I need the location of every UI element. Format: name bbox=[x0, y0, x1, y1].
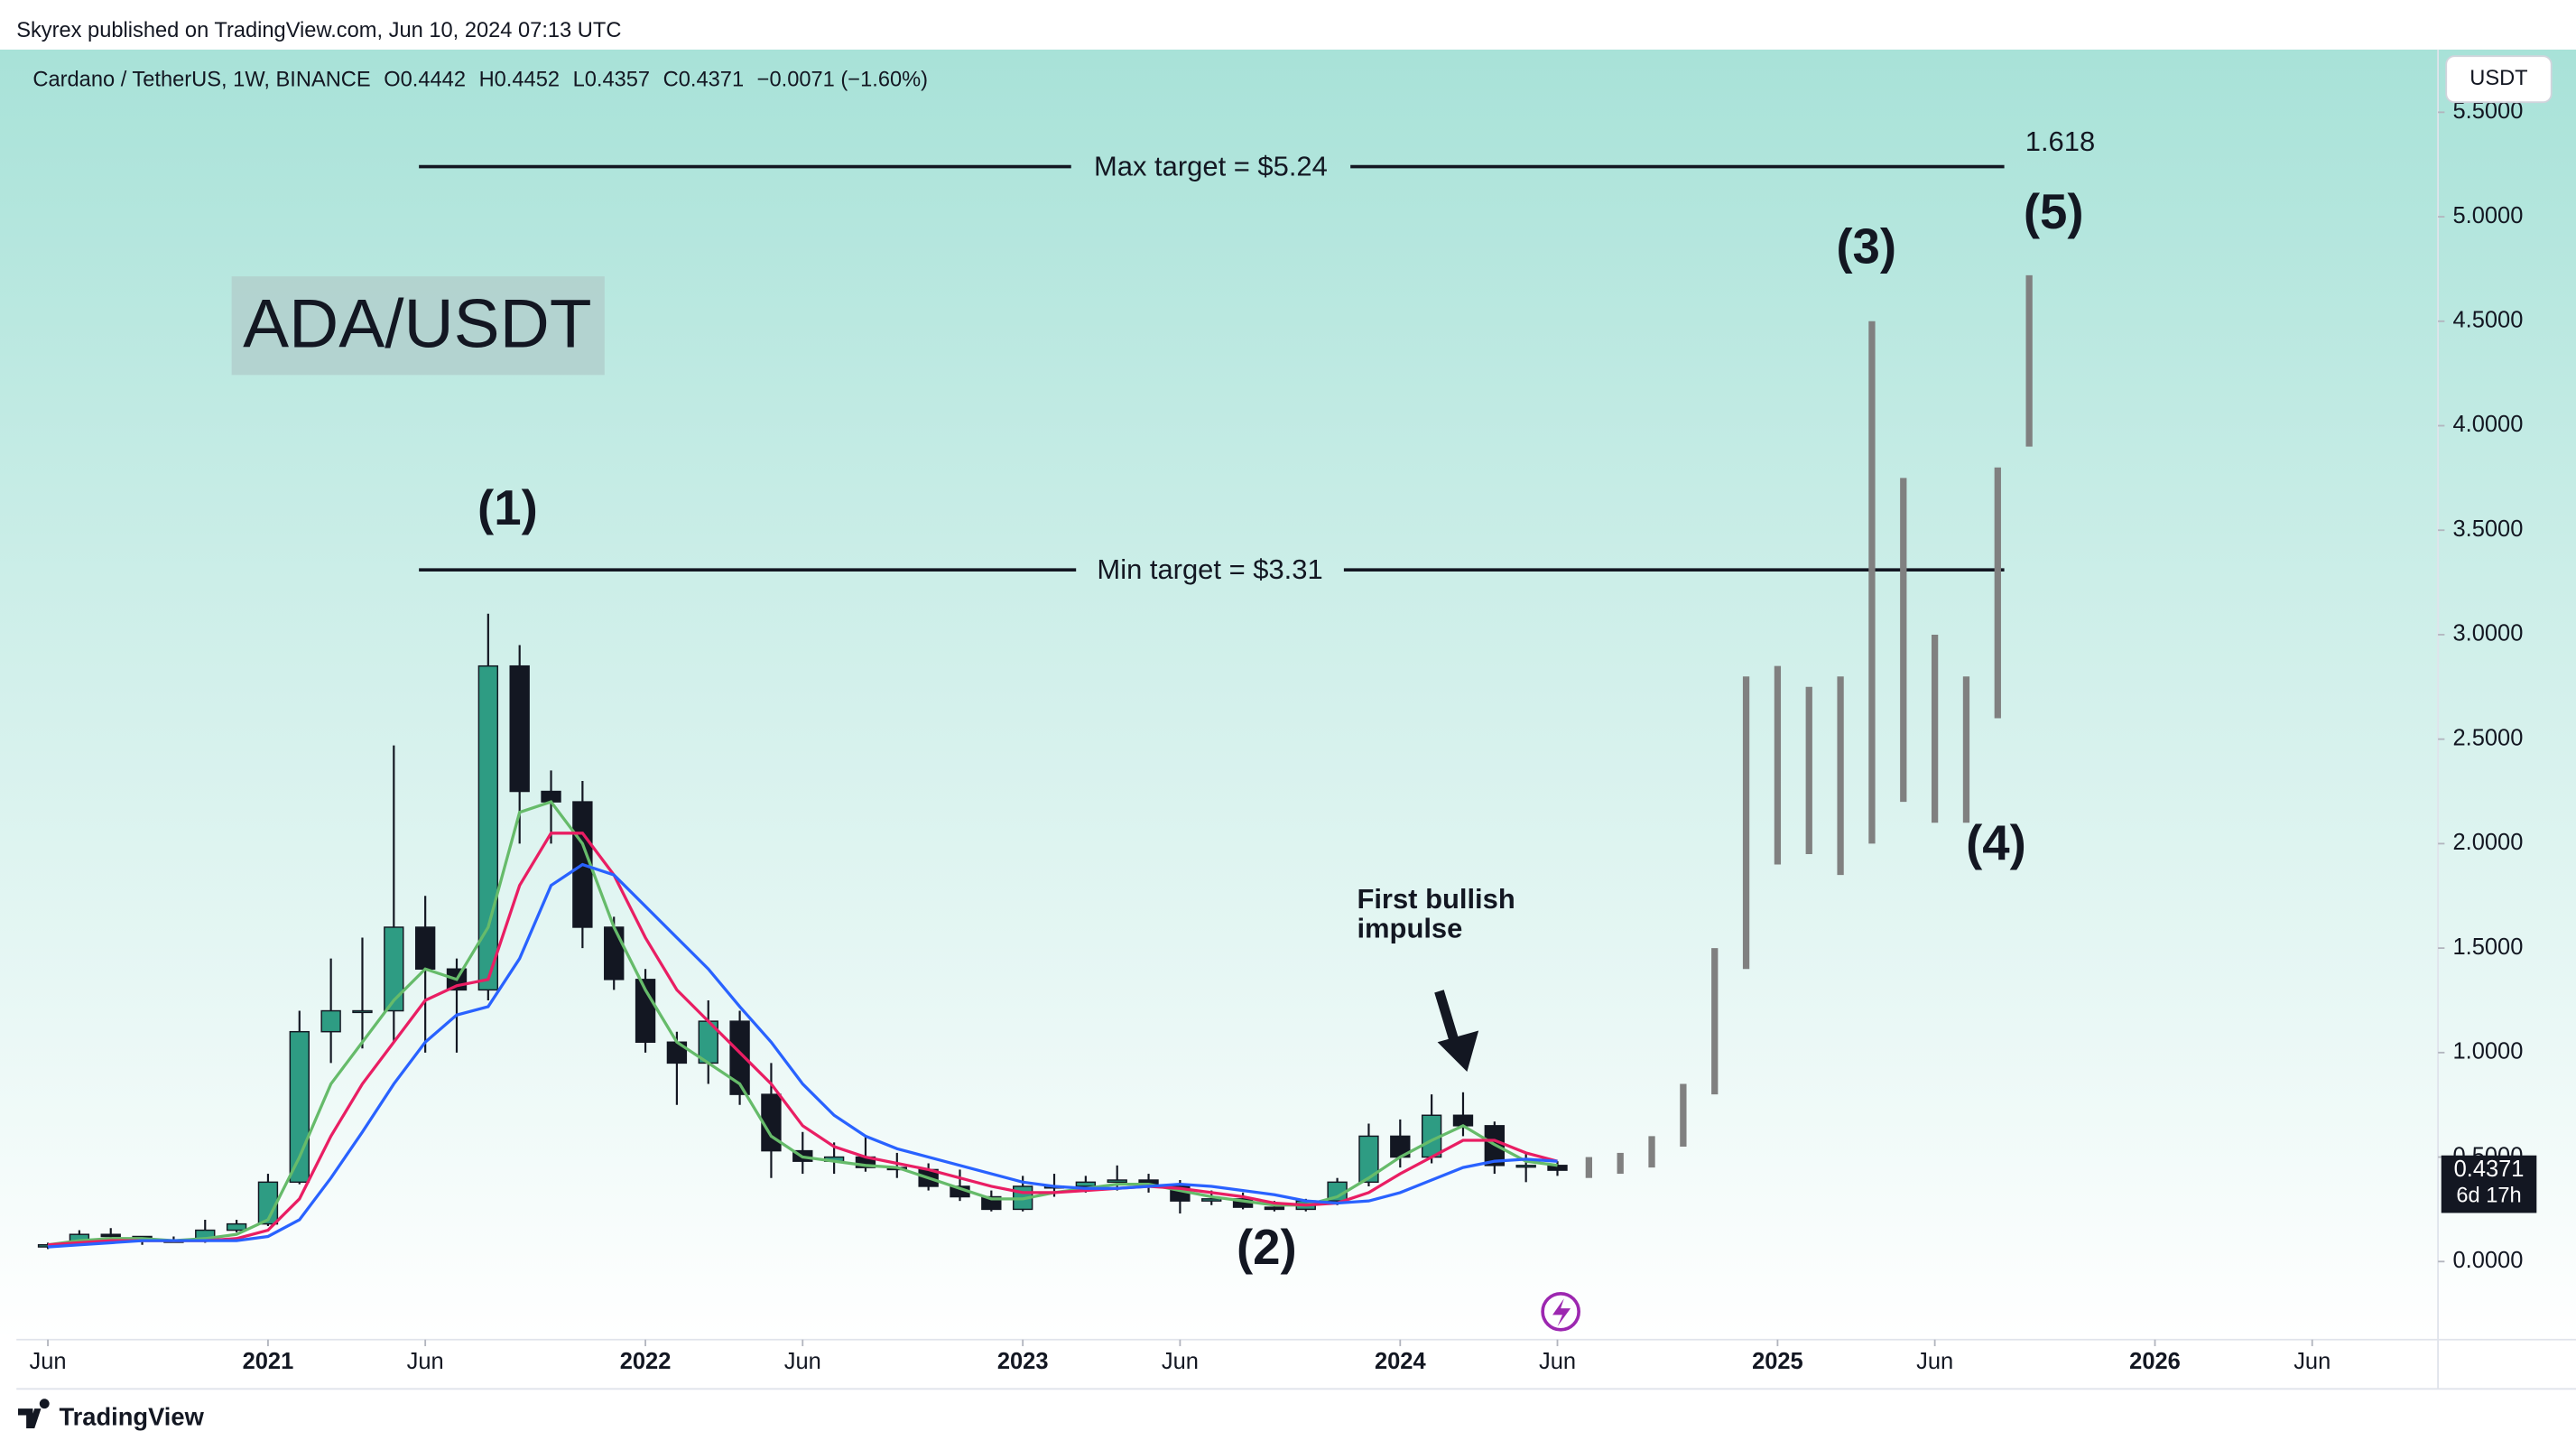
x-tick-label: 2022 bbox=[620, 1349, 672, 1374]
price-label-box bbox=[2441, 1155, 2537, 1213]
events-icon[interactable] bbox=[1541, 1291, 1580, 1332]
candle-body bbox=[320, 1009, 341, 1033]
candle-body bbox=[477, 665, 499, 991]
wave-labels: (1) (2) (3) (4) (5) bbox=[477, 184, 2083, 1275]
publish-header: Skyrex published on TradingView.com, Jun… bbox=[16, 19, 621, 42]
target-label: Max target = $5.24 bbox=[1094, 151, 1328, 182]
x-tick-label: 2021 bbox=[243, 1349, 294, 1374]
y-tick-label: 3.5000 bbox=[2452, 516, 2523, 542]
x-tick-label: 2025 bbox=[1752, 1349, 1803, 1374]
candle-body bbox=[509, 665, 530, 793]
x-tick-label: Jun bbox=[2293, 1349, 2330, 1374]
arrow-head bbox=[1437, 1030, 1479, 1073]
arrow bbox=[1434, 990, 1460, 1047]
moving-average bbox=[47, 862, 1558, 1249]
ohlc: C0.4371 bbox=[663, 69, 744, 92]
ohlc: H0.4452 bbox=[479, 69, 560, 92]
events-icon-bolt bbox=[1552, 1298, 1571, 1327]
candle-body bbox=[1107, 1179, 1127, 1184]
plot: 0.00000.50001.00001.50002.00002.50003.00… bbox=[30, 98, 2537, 1374]
footer-brand: TradingView bbox=[60, 1402, 205, 1430]
candle-body bbox=[1358, 1135, 1379, 1184]
x-tick-label: Jun bbox=[1916, 1349, 1953, 1374]
wave-label: (5) bbox=[2024, 184, 2084, 239]
y-tick-label: 1.0000 bbox=[2452, 1039, 2523, 1064]
y-tick-label: 4.5000 bbox=[2452, 308, 2523, 333]
candle-body bbox=[729, 1020, 750, 1095]
footer-logo bbox=[18, 1399, 50, 1429]
currency[interactable]: USDT bbox=[2469, 67, 2527, 90]
currency-button[interactable] bbox=[2445, 55, 2553, 104]
y-tick-label: 3.0000 bbox=[2452, 621, 2523, 646]
candle-body bbox=[1075, 1181, 1097, 1187]
candle-body bbox=[414, 926, 436, 970]
target-label: Min target = $3.31 bbox=[1097, 553, 1322, 585]
candle-body bbox=[1201, 1198, 1222, 1202]
x-tick-label: Jun bbox=[1539, 1349, 1576, 1374]
x-tick-label: Jun bbox=[1162, 1349, 1199, 1374]
x-tick-label: Jun bbox=[407, 1349, 444, 1374]
symbol: Cardano / TetherUS, 1W, BINANCE bbox=[32, 69, 370, 92]
x-tick-label: 2026 bbox=[2129, 1349, 2181, 1374]
candle-body bbox=[100, 1233, 121, 1238]
symbol-legend: Cardano / TetherUS, 1W, BINANCE O0.4442 H0… bbox=[32, 69, 928, 92]
fib-label: 1.618 bbox=[2025, 125, 2095, 157]
candle-body bbox=[541, 790, 561, 803]
y-tick-label: 2.0000 bbox=[2452, 830, 2523, 855]
y-tick-label: 2.5000 bbox=[2452, 725, 2523, 750]
wave-label: (4) bbox=[1966, 815, 2026, 870]
x-tick-label: 2023 bbox=[997, 1349, 1049, 1374]
y-tick-label: 5.0000 bbox=[2452, 203, 2523, 228]
candle-body bbox=[604, 926, 625, 981]
y-tick-label: 0.0000 bbox=[2452, 1248, 2523, 1273]
plot-background bbox=[0, 49, 2576, 1340]
annotation: First bullish bbox=[1357, 883, 1515, 915]
ohlc: O0.4442 bbox=[384, 69, 466, 92]
wave-label: (2) bbox=[1237, 1220, 1297, 1275]
candle-body bbox=[1547, 1165, 1568, 1171]
candle-body bbox=[1264, 1206, 1285, 1211]
x-tick-label: Jun bbox=[30, 1349, 67, 1374]
ohlc: −0.0071 (−1.60%) bbox=[757, 69, 928, 92]
title: ADA/USDT bbox=[243, 286, 591, 363]
candle-body bbox=[1515, 1165, 1536, 1168]
candle-body bbox=[384, 926, 404, 1012]
annotation: impulse bbox=[1357, 913, 1462, 944]
countdown: 6d 17h bbox=[2456, 1184, 2521, 1207]
title-box bbox=[231, 276, 605, 376]
candle-body bbox=[226, 1222, 247, 1232]
price-label: 0.4371 bbox=[2454, 1157, 2525, 1182]
candle-body bbox=[352, 1009, 373, 1014]
y-tick-label: 4.0000 bbox=[2452, 412, 2523, 437]
moving-average bbox=[47, 832, 1558, 1247]
x-tick-label: Jun bbox=[784, 1349, 821, 1374]
wave-label: (1) bbox=[477, 480, 538, 535]
y-tick-label: 1.5000 bbox=[2452, 934, 2523, 960]
ohlc: L0.4357 bbox=[573, 69, 651, 92]
x-tick-label: 2024 bbox=[1375, 1349, 1426, 1374]
wave-label: (3) bbox=[1836, 218, 1896, 274]
